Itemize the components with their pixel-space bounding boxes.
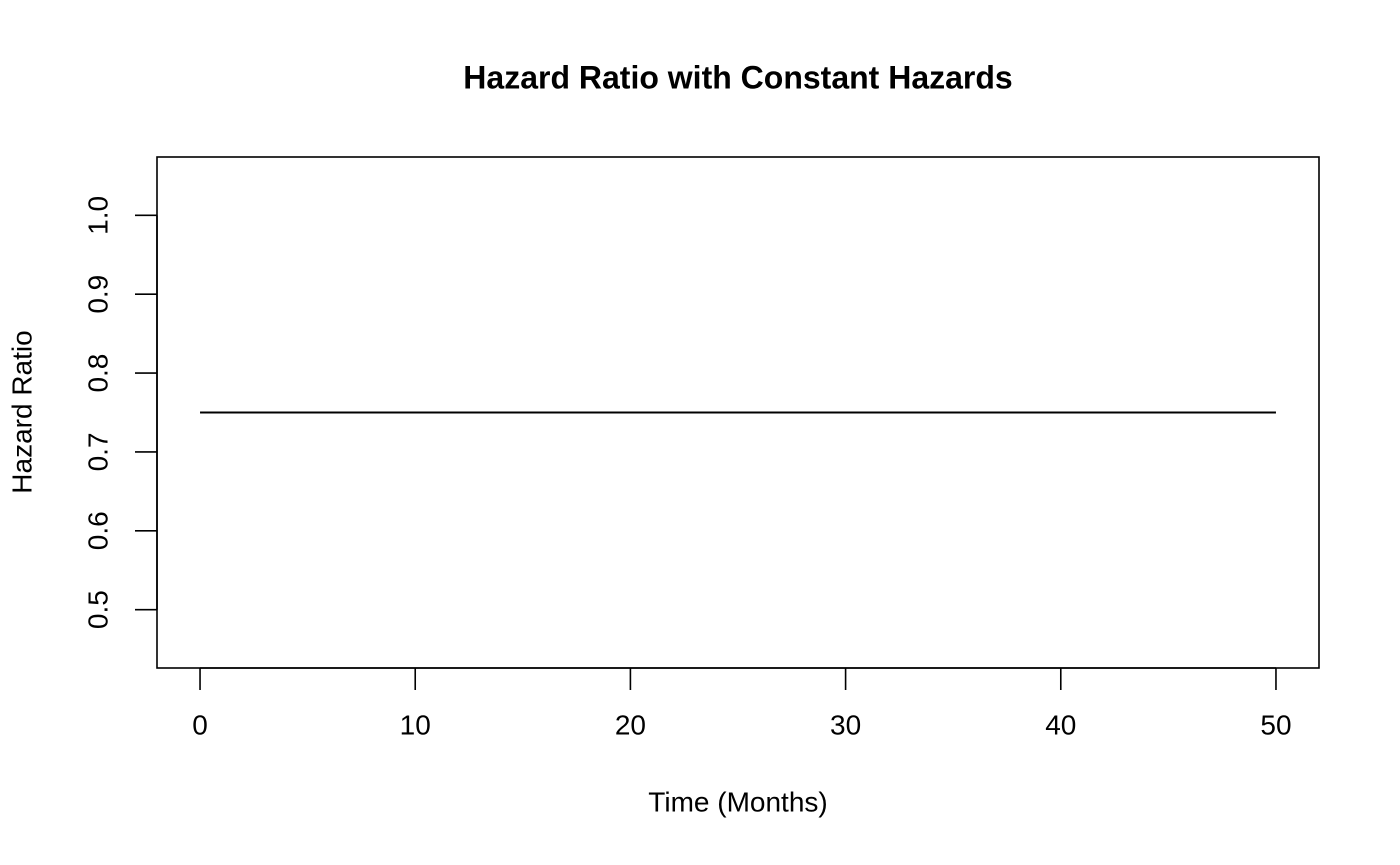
x-tick-label: 0 [192,709,208,740]
y-tick-label: 0.6 [82,511,113,550]
y-tick-label: 0.7 [82,432,113,471]
x-tick-label: 50 [1260,709,1291,740]
y-tick-label: 0.5 [82,590,113,629]
y-tick-label: 0.8 [82,354,113,393]
y-axis-title: Hazard Ratio [6,330,37,493]
x-tick-label: 30 [830,709,861,740]
x-tick-label: 40 [1045,709,1076,740]
y-tick-label: 1.0 [82,196,113,235]
chart-title: Hazard Ratio with Constant Hazards [463,59,1012,95]
x-tick-label: 10 [400,709,431,740]
x-axis-title: Time (Months) [648,786,827,817]
x-tick-label: 20 [615,709,646,740]
y-tick-label: 0.9 [82,275,113,314]
